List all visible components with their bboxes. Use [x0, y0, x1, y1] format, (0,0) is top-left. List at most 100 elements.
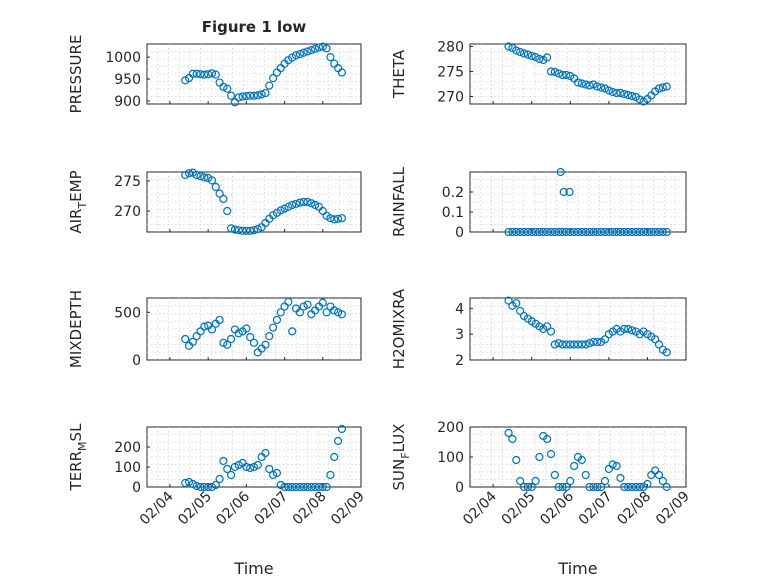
- grid-lines: [470, 298, 686, 360]
- y-axis-label-rest: EMP: [67, 170, 85, 201]
- data-point: [181, 170, 190, 180]
- data-point: [624, 324, 633, 334]
- data-point: [299, 197, 308, 207]
- data-series: [504, 42, 671, 106]
- data-point: [265, 332, 274, 341]
- data-point: [333, 436, 343, 446]
- data-point: [196, 172, 205, 181]
- data-point: [600, 476, 610, 486]
- data-point: [516, 306, 525, 316]
- data-point: [543, 434, 552, 444]
- data-point: [504, 227, 513, 237]
- data-point: [253, 224, 262, 234]
- axes-frame: [146, 297, 362, 361]
- data-point: [207, 69, 217, 78]
- y-tick-label: 275: [114, 174, 141, 190]
- y-tick-label: 270: [437, 90, 464, 106]
- data-point: [246, 463, 255, 473]
- data-point: [527, 482, 536, 492]
- data-point: [512, 46, 521, 55]
- data-point: [608, 227, 617, 237]
- data-point: [288, 200, 297, 210]
- data-point: [616, 88, 625, 98]
- data-point: [504, 42, 513, 51]
- data-point: [249, 91, 259, 100]
- data-point: [570, 227, 579, 237]
- data-point: [303, 482, 312, 492]
- data-point: [295, 198, 304, 207]
- data-series: [181, 297, 346, 357]
- data-point: [589, 227, 598, 237]
- data-point: [620, 89, 629, 99]
- data-point: [554, 339, 563, 348]
- data-point: [558, 482, 567, 492]
- data-point: [269, 323, 278, 332]
- data-point: [562, 70, 571, 80]
- y-tick-label: 500: [114, 305, 141, 321]
- data-point: [600, 84, 610, 93]
- data-point: [585, 227, 594, 237]
- data-point: [519, 49, 529, 58]
- data-point: [523, 482, 532, 492]
- data-point: [330, 215, 339, 224]
- x-tick-label: 02/08: [290, 489, 330, 529]
- y-axis-label-main: SUN: [390, 459, 408, 491]
- data-point: [647, 227, 656, 237]
- data-point: [562, 227, 571, 237]
- y-tick-label: 1000: [105, 50, 141, 66]
- y-axis-label-main: TERR: [67, 451, 85, 492]
- data-point: [654, 227, 664, 237]
- data-series: [504, 167, 671, 237]
- x-tick-label: 02/07: [252, 489, 292, 529]
- data-point: [531, 227, 540, 237]
- data-point: [188, 479, 197, 489]
- data-point: [303, 47, 312, 56]
- y-axis-label: MIXDEPTH: [67, 290, 85, 368]
- data-point: [639, 227, 648, 237]
- data-point: [303, 197, 312, 207]
- data-point: [523, 50, 532, 59]
- data-point: [550, 67, 559, 77]
- y-axis-label-subscript: T: [76, 202, 89, 210]
- data-point: [589, 482, 598, 492]
- data-point: [299, 482, 308, 492]
- data-point: [215, 189, 224, 198]
- data-point: [577, 79, 586, 88]
- data-point: [631, 482, 640, 492]
- data-point: [265, 464, 274, 474]
- data-point: [527, 227, 536, 237]
- data-point: [624, 90, 633, 100]
- panel-pressure: 900 950 1000 PRESSURE Figure 1 low: [67, 18, 362, 113]
- data-point: [333, 308, 343, 317]
- data-point: [604, 86, 613, 95]
- data-point: [318, 298, 327, 307]
- data-point: [226, 470, 236, 480]
- data-point: [257, 90, 266, 99]
- data-point: [238, 226, 247, 235]
- data-point: [593, 82, 602, 91]
- data-point: [307, 199, 316, 208]
- data-point: [651, 335, 660, 344]
- data-point: [581, 227, 590, 237]
- data-point: [616, 473, 625, 483]
- data-point: [589, 337, 598, 347]
- data-point: [234, 93, 243, 102]
- y-axis-label-main: H2OMIXRA: [390, 288, 408, 369]
- y-axis-label-main: AIR: [67, 209, 85, 234]
- data-point: [662, 482, 671, 492]
- data-point: [188, 69, 197, 78]
- data-point: [589, 80, 598, 89]
- data-point: [242, 92, 251, 101]
- data-point: [326, 53, 335, 62]
- data-point: [322, 482, 331, 492]
- data-point: [269, 74, 278, 83]
- data-point: [219, 82, 228, 92]
- data-point: [211, 480, 220, 490]
- x-tick-label: 02/05: [175, 489, 215, 529]
- data-point: [246, 91, 255, 100]
- y-tick-label: 0: [132, 480, 141, 496]
- data-point: [608, 460, 617, 469]
- data-point: [261, 448, 270, 458]
- data-point: [234, 226, 243, 235]
- data-point: [543, 227, 552, 237]
